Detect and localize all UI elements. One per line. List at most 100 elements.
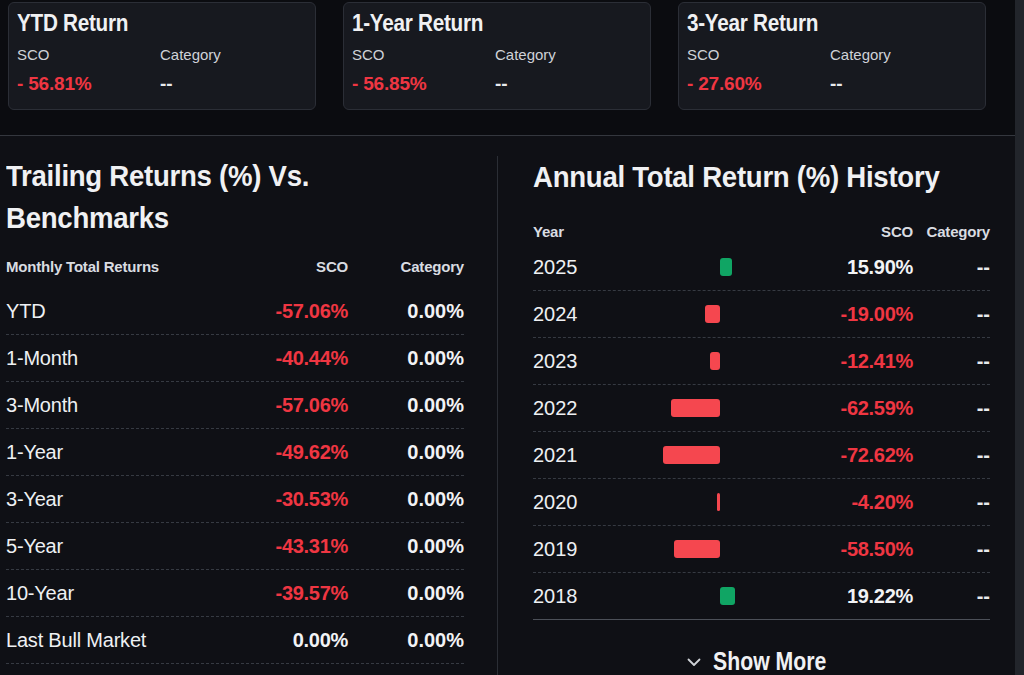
sco-value: -19.00% [803, 303, 913, 326]
year-label: 2023 [533, 350, 623, 373]
sco-value: -72.62% [803, 444, 913, 467]
year-label: 2018 [533, 585, 623, 608]
period-label: 1-Year [6, 441, 228, 464]
card-category-label: Category [830, 46, 973, 63]
sco-value: -30.53% [228, 488, 348, 511]
return-bar [705, 305, 720, 323]
sco-value: -58.50% [803, 538, 913, 561]
year-label: 2024 [533, 303, 623, 326]
card-sco-label: SCO [17, 46, 160, 63]
column-monthly-total-returns: Monthly Total Returns [6, 258, 228, 275]
period-label: YTD [6, 300, 228, 323]
annual-return-row: 2019 -58.50% -- [533, 526, 990, 573]
return-bar [720, 258, 732, 276]
column-sco: SCO [803, 223, 913, 240]
trailing-return-row: 1-Month -40.44% 0.00% [6, 335, 464, 382]
sco-value: -57.06% [228, 300, 348, 323]
show-more-button[interactable]: Show More [533, 647, 990, 675]
period-label: 3-Month [6, 394, 228, 417]
summary-cards: YTD Return SCO - 56.81% Category -- 1-Ye… [8, 2, 990, 110]
sco-value: -39.57% [228, 582, 348, 605]
card-category-label: Category [160, 46, 303, 63]
return-summary-card: 1-Year Return SCO - 56.85% Category -- [343, 2, 651, 110]
card-sco-label: SCO [687, 46, 830, 63]
annual-return-row: 2020 -4.20% -- [533, 479, 990, 526]
sco-value: -12.41% [803, 350, 913, 373]
trailing-return-row: 3-Month -57.06% 0.00% [6, 382, 464, 429]
sco-value: -49.62% [228, 441, 348, 464]
category-value: 0.00% [348, 629, 464, 652]
sco-value: 0.00% [228, 629, 348, 652]
category-value: -- [913, 397, 990, 420]
return-bar [663, 446, 720, 464]
return-bar [717, 493, 720, 511]
period-label: 5-Year [6, 535, 228, 558]
category-value: 0.00% [348, 347, 464, 370]
category-value: -- [913, 444, 990, 467]
sco-value: 15.90% [803, 256, 913, 279]
card-category-value: -- [830, 73, 973, 95]
category-value: -- [913, 303, 990, 326]
card-category-value: -- [160, 73, 303, 95]
trailing-return-row: 10-Year -39.57% 0.00% [6, 570, 464, 617]
period-label: 1-Month [6, 347, 228, 370]
annual-return-row: 2018 19.22% -- [533, 573, 990, 620]
sco-value: -40.44% [228, 347, 348, 370]
card-title: 1-Year Return [352, 10, 483, 37]
return-bar [720, 587, 735, 605]
year-label: 2020 [533, 491, 623, 514]
show-more-label: Show More [713, 647, 826, 675]
returns-panel: Trailing Returns (%) Vs. Benchmarks Mont… [0, 135, 1024, 675]
trailing-return-row: Last Bull Market 0.00% 0.00% [6, 617, 464, 664]
column-sco: SCO [228, 258, 348, 275]
trailing-table-header: Monthly Total Returns SCO Category [6, 253, 464, 279]
trailing-return-row: 3-Year -30.53% 0.00% [6, 476, 464, 523]
card-sco-label: SCO [352, 46, 495, 63]
card-category-label: Category [495, 46, 638, 63]
scrollbar-track[interactable] [1015, 0, 1024, 675]
category-value: 0.00% [348, 582, 464, 605]
sco-value: -4.20% [803, 491, 913, 514]
annual-returns-title: Annual Total Return (%) History [533, 156, 939, 198]
column-year: Year [533, 223, 623, 240]
card-category-value: -- [495, 73, 638, 95]
trailing-returns-table: YTD -57.06% 0.00% 1-Month -40.44% 0.00% … [6, 288, 464, 664]
card-title: YTD Return [17, 10, 128, 37]
sco-value: -43.31% [228, 535, 348, 558]
column-category: Category [913, 223, 990, 240]
annual-returns-section: Annual Total Return (%) History Year SCO… [533, 136, 990, 675]
column-category: Category [348, 258, 464, 275]
return-bar [674, 540, 720, 558]
card-sco-value: - 56.81% [17, 73, 160, 95]
card-sco-value: - 56.85% [352, 73, 495, 95]
annual-return-row: 2023 -12.41% -- [533, 338, 990, 385]
return-bar [710, 352, 720, 370]
return-summary-card: YTD Return SCO - 56.81% Category -- [8, 2, 316, 110]
annual-return-row: 2022 -62.59% -- [533, 385, 990, 432]
category-value: 0.00% [348, 394, 464, 417]
period-label: 3-Year [6, 488, 228, 511]
card-title: 3-Year Return [687, 10, 818, 37]
trailing-return-row: YTD -57.06% 0.00% [6, 288, 464, 335]
vertical-divider [497, 156, 498, 675]
year-label: 2025 [533, 256, 623, 279]
sco-value: -62.59% [803, 397, 913, 420]
trailing-returns-title: Trailing Returns (%) Vs. Benchmarks [6, 155, 365, 239]
category-value: -- [913, 350, 990, 373]
sco-value: 19.22% [803, 585, 913, 608]
annual-returns-table: 2025 15.90% -- 2024 -19.00% -- 2023 -12.… [533, 244, 990, 620]
annual-table-header: Year SCO Category [533, 218, 990, 244]
category-value: -- [913, 491, 990, 514]
period-label: 10-Year [6, 582, 228, 605]
trailing-return-row: 1-Year -49.62% 0.00% [6, 429, 464, 476]
card-sco-value: - 27.60% [687, 73, 830, 95]
category-value: -- [913, 538, 990, 561]
annual-return-row: 2024 -19.00% -- [533, 291, 990, 338]
return-summary-card: 3-Year Return SCO - 27.60% Category -- [678, 2, 986, 110]
year-label: 2022 [533, 397, 623, 420]
category-value: 0.00% [348, 488, 464, 511]
trailing-return-row: 5-Year -43.31% 0.00% [6, 523, 464, 570]
trailing-returns-section: Trailing Returns (%) Vs. Benchmarks Mont… [6, 136, 464, 664]
return-bar [671, 399, 720, 417]
period-label: Last Bull Market [6, 629, 228, 652]
